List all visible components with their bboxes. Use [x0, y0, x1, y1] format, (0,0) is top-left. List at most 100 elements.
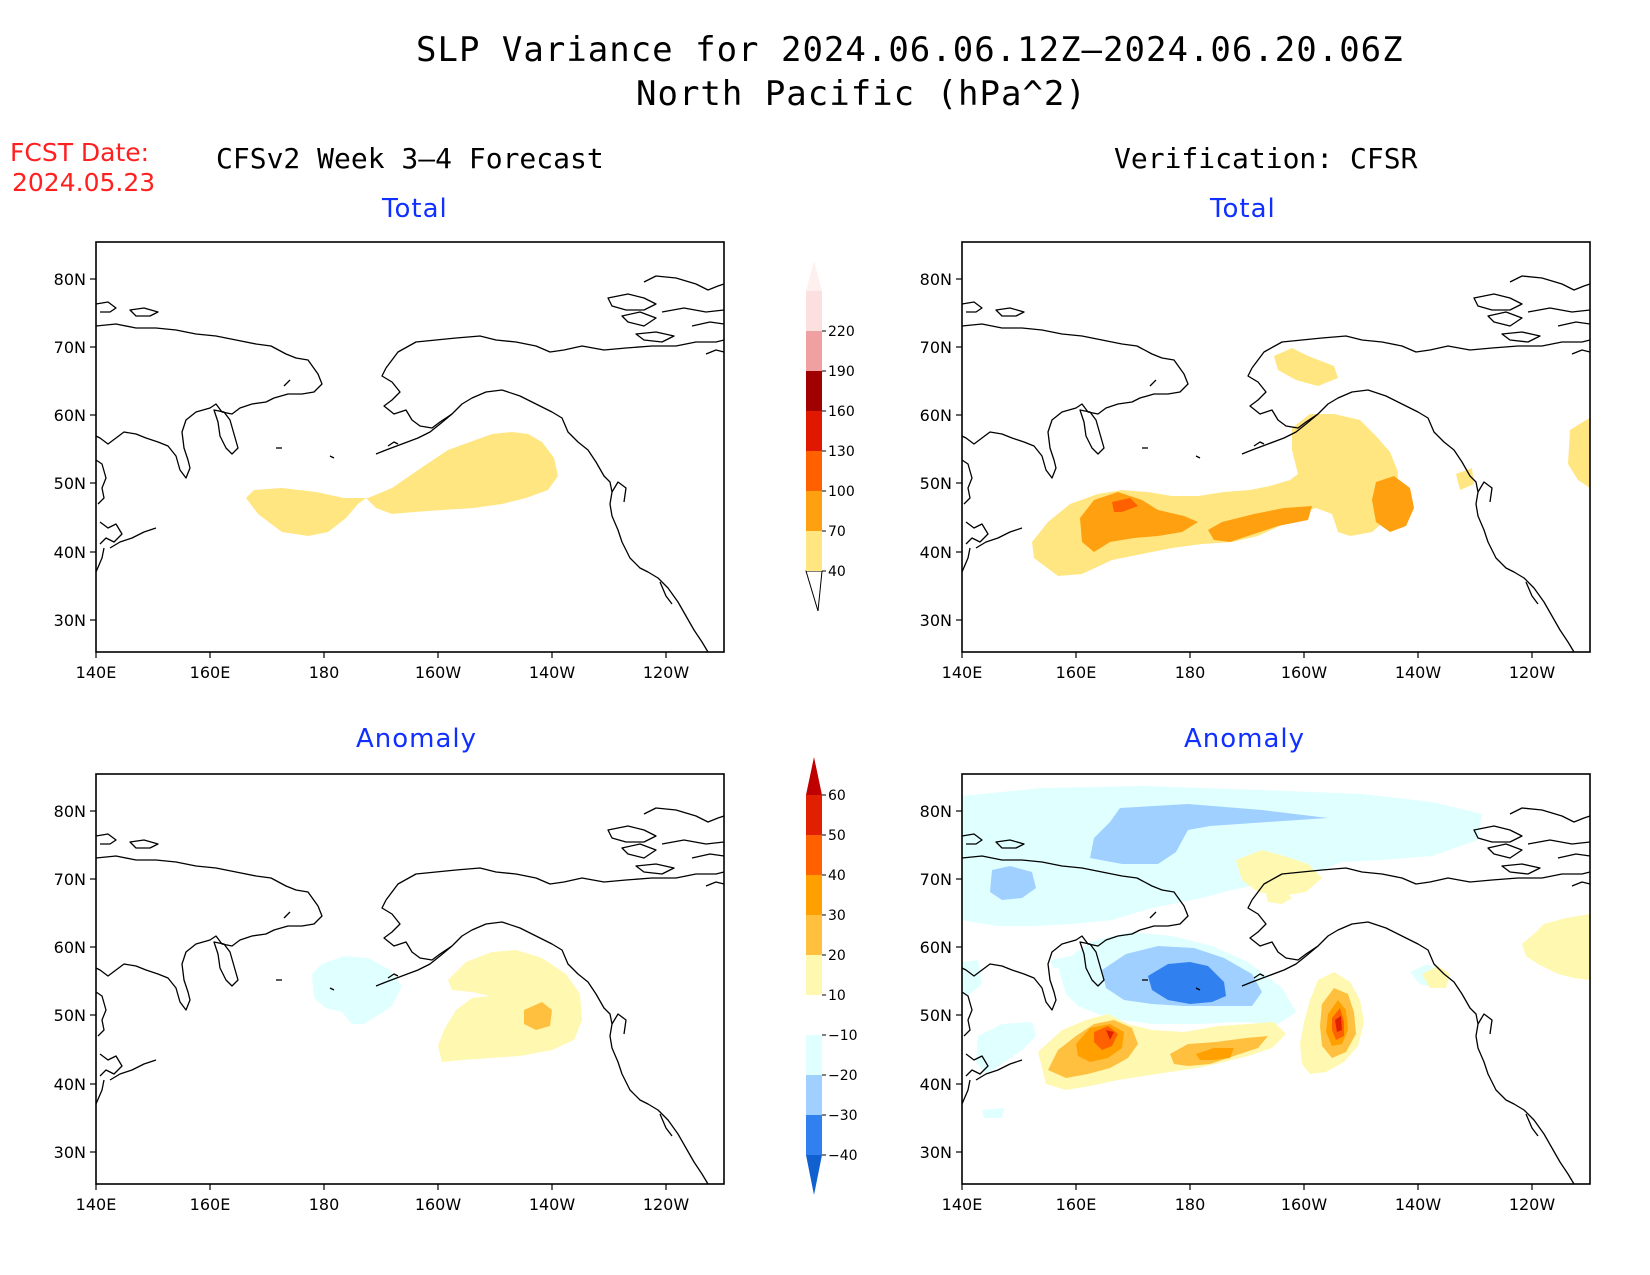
- lon-label: 140E: [76, 1195, 117, 1214]
- lon-label: 160W: [1281, 663, 1328, 682]
- lon-label: 160E: [190, 663, 231, 682]
- var-40-70-region: [1456, 468, 1474, 490]
- anom-pos-10-region: [1266, 890, 1292, 904]
- anomaly-colorbar-swatch: [806, 1035, 822, 1075]
- anom-pos-50-region: [1106, 1030, 1114, 1040]
- lat-label: 70N: [54, 870, 86, 889]
- lon-label: 180: [1175, 663, 1206, 682]
- lon-label: 160W: [415, 663, 462, 682]
- anomaly-colorbar-label: 40: [828, 868, 846, 884]
- lat-label: 60N: [54, 938, 86, 957]
- anomaly-colorbar-label: 30: [828, 908, 846, 924]
- lat-label: 80N: [920, 802, 952, 821]
- lat-label: 30N: [54, 1143, 86, 1162]
- fcst-date-value: 2024.05.23: [12, 168, 156, 197]
- anomaly-colorbar-label: 20: [828, 948, 846, 964]
- total-colorbar-swatch: [806, 371, 822, 411]
- lat-label: 40N: [920, 1075, 952, 1094]
- lat-label: 50N: [54, 1006, 86, 1025]
- figure-title-line2: North Pacific (hPa^2): [636, 74, 1087, 114]
- total-colorbar-swatch: [806, 291, 822, 331]
- anom-neg-10-region: [962, 960, 982, 996]
- verification-total-title: Total: [1210, 194, 1276, 224]
- fcst-date-label: FCST Date:: [10, 138, 150, 167]
- anom-pos-30-region: [1196, 1048, 1234, 1060]
- lon-label: 160E: [1056, 1195, 1097, 1214]
- total-colorbar-swatch: [806, 331, 822, 371]
- total-colorbar-label: 40: [828, 564, 846, 580]
- anomaly-colorbar-swatch: [806, 1115, 822, 1155]
- lon-label: 140W: [529, 663, 576, 682]
- var-40-70-region: [1568, 418, 1590, 488]
- anomaly-colorbar-swatch: [806, 915, 822, 955]
- figure-title-line1: SLP Variance for 2024.06.06.12Z–2024.06.…: [416, 30, 1404, 70]
- lat-label: 80N: [920, 270, 952, 289]
- lon-label: 120W: [1509, 663, 1556, 682]
- total-colorbar-label: 220: [828, 324, 855, 340]
- anomaly-colorbar: 60 50 40 30 20 10 −10 −20 −30 −40: [806, 757, 858, 1195]
- lat-label: 30N: [920, 1143, 952, 1162]
- var-40-70-region: [246, 432, 558, 536]
- anom-neg-10-region: [982, 1108, 1004, 1118]
- lat-label: 70N: [54, 338, 86, 357]
- anomaly-colorbar-label: 50: [828, 828, 846, 844]
- anom-neg-10-region: [1050, 956, 1074, 968]
- lat-label: 50N: [54, 474, 86, 493]
- lat-label: 60N: [920, 406, 952, 425]
- var-70-100-region: [1080, 492, 1198, 552]
- lon-label: 180: [1175, 1195, 1206, 1214]
- anomaly-colorbar-lower-extend: [806, 1155, 822, 1195]
- lon-label: 140W: [1395, 1195, 1442, 1214]
- var-40-70-region: [1274, 348, 1338, 386]
- total-colorbar-swatch: [806, 411, 822, 451]
- anom-neg-30-region: [1148, 962, 1226, 1004]
- total-colorbar-label: 160: [828, 404, 855, 420]
- lon-label: 160E: [190, 1195, 231, 1214]
- lon-label: 160W: [1281, 1195, 1328, 1214]
- anom-neg-10-region: [976, 1022, 1036, 1074]
- anom-pos-50-region: [1335, 1016, 1342, 1032]
- lon-label: 140E: [942, 1195, 983, 1214]
- total-colorbar-swatch: [806, 451, 822, 491]
- total-colorbar-lower-extend: [805, 570, 823, 612]
- forecast-total-map: [95, 241, 725, 653]
- map-axis-labels: 80N 70N 60N 50N 40N 30N 140E 160E 180 160W 140W 120…: [54, 270, 1556, 1214]
- verification-column-title: Verification: CFSR: [1114, 142, 1418, 175]
- total-colorbar: 40 70 100 130 160 190 220: [805, 261, 855, 612]
- lon-label: 120W: [643, 663, 690, 682]
- lon-label: 120W: [1509, 1195, 1556, 1214]
- anomaly-colorbar-swatch: [806, 835, 822, 875]
- var-70-100-region: [1208, 506, 1312, 542]
- total-colorbar-label: 70: [828, 524, 846, 540]
- anomaly-colorbar-swatch: [806, 955, 822, 995]
- anom-pos-10-region: [438, 950, 582, 1062]
- forecast-column-title: CFSv2 Week 3–4 Forecast: [216, 142, 604, 175]
- lon-label: 120W: [643, 1195, 690, 1214]
- lat-label: 30N: [920, 611, 952, 630]
- lon-label: 180: [309, 663, 340, 682]
- lat-label: 40N: [920, 543, 952, 562]
- anomaly-colorbar-upper-extend: [806, 757, 822, 795]
- anom-neg-20-region: [1090, 804, 1328, 864]
- lat-label: 30N: [54, 611, 86, 630]
- anomaly-colorbar-label: 60: [828, 788, 846, 804]
- lon-label: 140E: [76, 663, 117, 682]
- total-colorbar-upper-extend: [806, 261, 822, 291]
- anom-neg-10-region: [312, 956, 402, 1024]
- anomaly-colorbar-label: 10: [828, 988, 846, 1004]
- lat-label: 50N: [920, 474, 952, 493]
- lon-label: 180: [309, 1195, 340, 1214]
- lon-label: 160W: [415, 1195, 462, 1214]
- anomaly-colorbar-swatch: [806, 995, 822, 1035]
- var-70-100-region: [1372, 476, 1414, 532]
- anom-pos-10-region: [1236, 850, 1322, 896]
- total-colorbar-label: 100: [828, 484, 855, 500]
- anom-pos-10-region: [1422, 966, 1450, 988]
- lon-label: 140E: [942, 663, 983, 682]
- lat-label: 40N: [54, 543, 86, 562]
- verification-anomaly-title: Anomaly: [1184, 724, 1306, 754]
- lat-label: 70N: [920, 870, 952, 889]
- lat-label: 60N: [54, 406, 86, 425]
- lat-label: 40N: [54, 1075, 86, 1094]
- forecast-total-title: Total: [382, 194, 448, 224]
